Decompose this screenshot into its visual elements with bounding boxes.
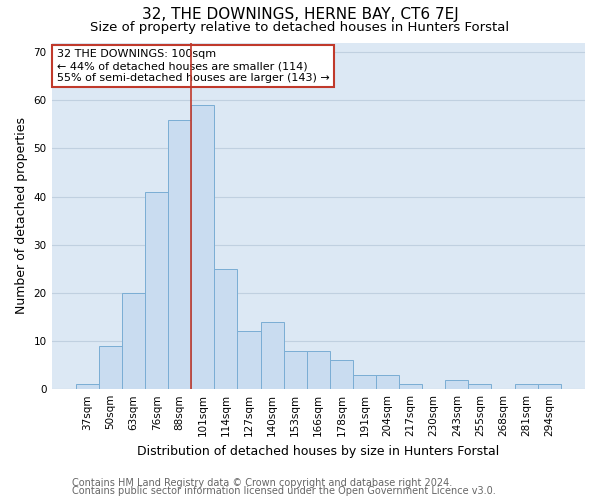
Bar <box>99 346 122 389</box>
Bar <box>260 322 284 389</box>
Bar <box>330 360 353 389</box>
Bar <box>445 380 469 389</box>
Bar <box>76 384 99 389</box>
X-axis label: Distribution of detached houses by size in Hunters Forstal: Distribution of detached houses by size … <box>137 444 499 458</box>
Bar <box>307 350 330 389</box>
Bar <box>168 120 191 389</box>
Bar <box>376 374 399 389</box>
Bar <box>469 384 491 389</box>
Bar <box>122 293 145 389</box>
Bar <box>284 350 307 389</box>
Bar <box>538 384 561 389</box>
Bar <box>214 269 238 389</box>
Bar <box>238 332 260 389</box>
Bar <box>145 192 168 389</box>
Bar <box>515 384 538 389</box>
Bar <box>191 105 214 389</box>
Bar <box>399 384 422 389</box>
Text: Contains public sector information licensed under the Open Government Licence v3: Contains public sector information licen… <box>72 486 496 496</box>
Text: Contains HM Land Registry data © Crown copyright and database right 2024.: Contains HM Land Registry data © Crown c… <box>72 478 452 488</box>
Text: Size of property relative to detached houses in Hunters Forstal: Size of property relative to detached ho… <box>91 21 509 34</box>
Bar <box>353 374 376 389</box>
Text: 32, THE DOWNINGS, HERNE BAY, CT6 7EJ: 32, THE DOWNINGS, HERNE BAY, CT6 7EJ <box>142 8 458 22</box>
Text: 32 THE DOWNINGS: 100sqm
← 44% of detached houses are smaller (114)
55% of semi-d: 32 THE DOWNINGS: 100sqm ← 44% of detache… <box>57 50 329 82</box>
Y-axis label: Number of detached properties: Number of detached properties <box>15 118 28 314</box>
